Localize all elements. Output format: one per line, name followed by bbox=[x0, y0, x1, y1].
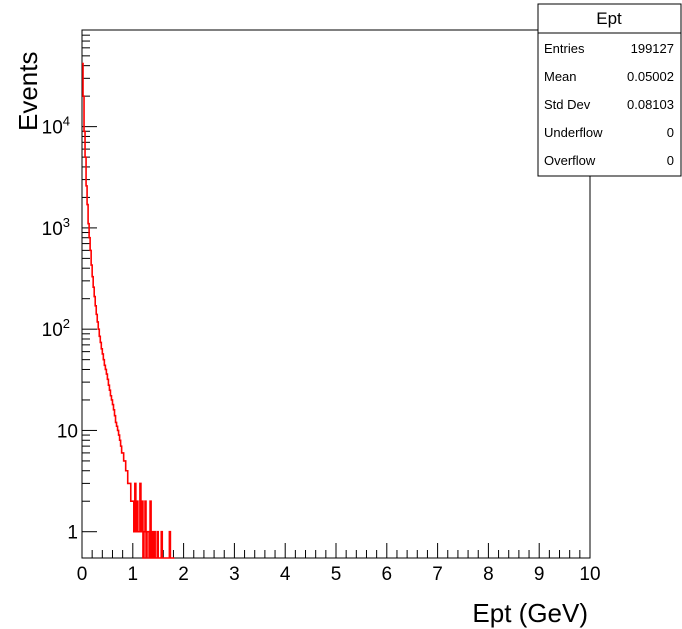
stats-row-label: Underflow bbox=[544, 125, 603, 140]
stats-row-value: 0.08103 bbox=[627, 97, 674, 112]
x-axis-title: Ept (GeV) bbox=[472, 598, 588, 628]
stats-row-label: Entries bbox=[544, 41, 585, 56]
stats-row-value: 199127 bbox=[631, 41, 674, 56]
y-tick-label: 1 bbox=[67, 523, 78, 544]
stats-row-value: 0.05002 bbox=[627, 69, 674, 84]
stats-rows: Entries 199127 Mean 0.05002 Std Dev 0.08103 Un… bbox=[544, 41, 674, 168]
x-tick-label: 0 bbox=[77, 564, 88, 585]
stats-title: Ept bbox=[596, 9, 622, 28]
stats-row-value: 0 bbox=[667, 125, 674, 140]
y-tick-label: 102 bbox=[42, 316, 70, 341]
stats-row-value: 0 bbox=[667, 153, 674, 168]
stats-box: Ept Entries 199127 Mean 0.05002 Std Dev 0.081… bbox=[537, 3, 682, 177]
stats-row-label: Mean bbox=[544, 69, 577, 84]
stats-row-label: Std Dev bbox=[544, 97, 591, 112]
histogram-series bbox=[82, 62, 175, 559]
x-tick-label: 6 bbox=[382, 564, 393, 585]
x-tick-label: 7 bbox=[432, 564, 443, 585]
x-tick-label: 10 bbox=[579, 564, 600, 585]
y-tick-label: 10 bbox=[57, 421, 78, 442]
x-tick-label: 5 bbox=[331, 564, 342, 585]
x-tick-labels: 0 1 2 3 4 5 6 7 8 9 10 bbox=[77, 564, 601, 585]
x-tick-label: 8 bbox=[483, 564, 494, 585]
stats-box-frame bbox=[537, 3, 682, 177]
x-tick-label: 1 bbox=[128, 564, 139, 585]
x-tick-label: 4 bbox=[280, 564, 291, 585]
x-axis-ticks bbox=[81, 543, 591, 558]
y-axis-title: Events bbox=[13, 52, 43, 132]
y-tick-labels: 1 10 102 103 104 bbox=[42, 114, 78, 544]
x-tick-label: 3 bbox=[229, 564, 240, 585]
y-tick-label: 104 bbox=[42, 114, 70, 139]
y-tick-label: 103 bbox=[42, 215, 70, 240]
plot-frame bbox=[81, 29, 591, 559]
x-tick-label: 2 bbox=[178, 564, 189, 585]
stats-row-label: Overflow bbox=[544, 153, 596, 168]
x-tick-label: 9 bbox=[534, 564, 545, 585]
